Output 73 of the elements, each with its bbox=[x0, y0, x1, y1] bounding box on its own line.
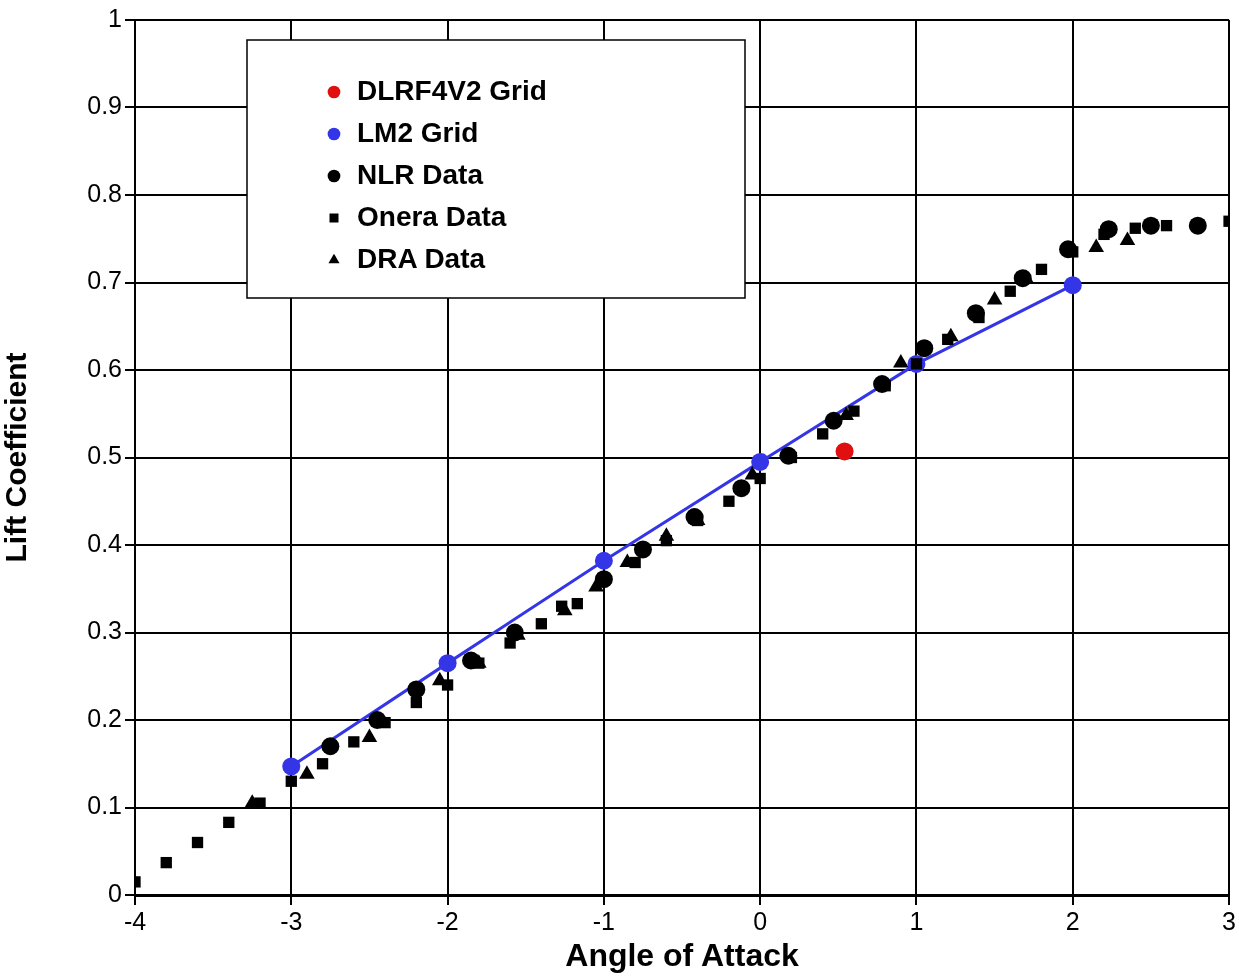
point bbox=[594, 551, 613, 570]
point bbox=[817, 428, 829, 440]
point bbox=[751, 452, 770, 471]
y-tick-label: 0.2 bbox=[87, 703, 122, 732]
y-tick-label: 0.1 bbox=[87, 791, 122, 820]
point bbox=[942, 333, 954, 346]
point bbox=[1141, 216, 1160, 235]
x-tick-label: -3 bbox=[280, 906, 303, 935]
point bbox=[723, 495, 735, 507]
point bbox=[966, 304, 985, 323]
point bbox=[462, 651, 481, 670]
point bbox=[1160, 219, 1173, 232]
point bbox=[629, 556, 641, 569]
point bbox=[407, 680, 426, 699]
point bbox=[571, 597, 583, 610]
point bbox=[824, 411, 843, 430]
x-tick-label: 2 bbox=[1065, 906, 1080, 935]
legend-label: NLR Data bbox=[357, 158, 484, 190]
point bbox=[685, 508, 704, 526]
point bbox=[1013, 269, 1032, 288]
point bbox=[1188, 216, 1207, 235]
x-axis-title: Angle of Attack bbox=[565, 936, 799, 973]
point bbox=[285, 775, 297, 787]
legend-label: DRA Data bbox=[357, 242, 486, 274]
y-tick-label: 0.7 bbox=[87, 266, 122, 295]
point bbox=[1129, 222, 1141, 234]
point bbox=[368, 711, 387, 729]
x-tick-label: 0 bbox=[753, 906, 768, 935]
point bbox=[594, 570, 613, 589]
point bbox=[1063, 276, 1082, 295]
point bbox=[438, 654, 457, 673]
y-tick-label: 0 bbox=[108, 878, 122, 907]
legend-label: Onera Data bbox=[357, 200, 507, 232]
point bbox=[1004, 285, 1016, 297]
point bbox=[316, 758, 329, 770]
point bbox=[779, 446, 798, 465]
point bbox=[1099, 220, 1118, 239]
point bbox=[660, 534, 673, 547]
y-axis-title: Lift Coefficient bbox=[0, 352, 33, 563]
x-tick-label: -2 bbox=[436, 906, 459, 935]
y-tick-label: 1 bbox=[108, 3, 122, 32]
point bbox=[986, 291, 1003, 305]
point bbox=[915, 339, 934, 358]
y-tick-label: 0.3 bbox=[87, 616, 122, 645]
x-tick-label: 3 bbox=[1222, 906, 1236, 935]
point bbox=[835, 442, 854, 461]
legend-label: DLRF4V2 Grid bbox=[357, 74, 547, 106]
x-tick-label: -4 bbox=[123, 906, 147, 935]
legend-label: LM2 Grid bbox=[357, 116, 479, 148]
point bbox=[1059, 240, 1078, 259]
point bbox=[732, 479, 751, 498]
point bbox=[893, 354, 909, 368]
y-tick-label: 0.8 bbox=[87, 178, 122, 207]
point bbox=[441, 679, 454, 691]
point bbox=[1035, 263, 1048, 276]
x-tick-label: 1 bbox=[909, 906, 924, 935]
point bbox=[223, 816, 235, 829]
point bbox=[633, 540, 652, 559]
point bbox=[535, 618, 548, 630]
y-tick-label: 0.9 bbox=[87, 91, 122, 120]
point bbox=[754, 472, 766, 485]
y-tick-label: 0.5 bbox=[87, 441, 122, 470]
point bbox=[848, 405, 860, 417]
point bbox=[160, 856, 172, 869]
x-tick-label: -1 bbox=[592, 906, 615, 935]
point bbox=[282, 757, 301, 776]
point bbox=[348, 736, 360, 748]
y-tick-label: 0.6 bbox=[87, 353, 122, 382]
point bbox=[191, 836, 204, 849]
y-tick-label: 0.4 bbox=[87, 528, 123, 557]
point bbox=[873, 375, 892, 393]
point bbox=[321, 737, 340, 756]
point bbox=[556, 600, 568, 612]
